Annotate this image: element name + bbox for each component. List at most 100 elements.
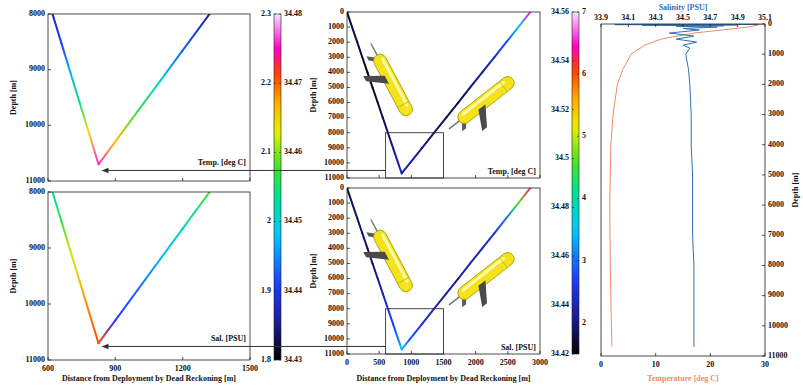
colorbar-tick-label: 34.54 xyxy=(551,56,569,65)
colorbar-tick xyxy=(577,136,579,137)
y-tick-label: 6000 xyxy=(768,200,784,209)
track-segment xyxy=(398,339,402,350)
y-tick-label: 6000 xyxy=(328,273,344,282)
y-tick xyxy=(762,205,765,206)
track-segment xyxy=(357,42,362,57)
y-tick xyxy=(48,192,51,193)
colorbar-tick-label: 2 xyxy=(267,216,271,225)
colorbar-tick-label: 34.42 xyxy=(551,349,569,358)
y-tick-label: 8000 xyxy=(328,128,344,137)
y-tick xyxy=(48,69,51,70)
y-tick xyxy=(347,27,350,28)
x-tick xyxy=(250,357,251,360)
x2-tick-label: 34.3 xyxy=(649,13,663,22)
track-segment xyxy=(183,14,210,50)
profiles xyxy=(610,24,763,347)
glider-illustration xyxy=(352,40,415,125)
glider-wing xyxy=(471,104,498,131)
y-tick xyxy=(347,218,350,219)
track-segment xyxy=(518,188,530,203)
y-tick xyxy=(48,248,51,249)
x-tick-label: 0 xyxy=(599,360,603,369)
colorbar-tick xyxy=(577,198,579,199)
x2-axis-title: Salinity [PSU] xyxy=(659,3,708,12)
track-segment xyxy=(347,12,352,27)
x-tick-label: 600 xyxy=(42,364,54,373)
y-tick xyxy=(762,114,765,115)
y-tick xyxy=(347,354,350,355)
colorbar xyxy=(274,14,281,360)
y-tick-label: 4000 xyxy=(328,67,344,76)
track-segment xyxy=(383,294,388,309)
plot-frame xyxy=(347,12,540,178)
glider-seam xyxy=(398,102,409,108)
track-segment xyxy=(383,118,388,133)
y-tick xyxy=(347,117,350,118)
y-tick-label: 11000 xyxy=(25,176,45,185)
track-segment xyxy=(388,133,393,148)
y-tick xyxy=(347,233,350,234)
track-segment xyxy=(79,102,88,131)
x-tick-label: 3000 xyxy=(532,358,548,367)
colorbar-tick-label: 34.5 xyxy=(555,153,569,162)
colorbar-tick-label: 4 xyxy=(582,193,586,202)
track-segment xyxy=(373,87,378,102)
x-tick xyxy=(182,178,183,181)
x2-tick xyxy=(655,24,656,27)
colorbar-tick xyxy=(279,152,281,153)
y-tick xyxy=(762,174,765,175)
x2-tick-label: 34.5 xyxy=(676,13,690,22)
track-segment xyxy=(506,203,518,218)
track-segment xyxy=(422,309,434,324)
y-tick xyxy=(762,295,765,296)
zoom-arrow xyxy=(108,170,386,171)
y-tick xyxy=(48,14,51,15)
y-tick-label: 5000 xyxy=(328,258,344,267)
track-segment xyxy=(61,43,70,72)
x-tick xyxy=(379,175,380,178)
x-tick xyxy=(115,357,116,360)
y-axis-title: Depth [m] xyxy=(791,172,800,207)
track-segment xyxy=(138,259,160,290)
x2-tick xyxy=(601,24,602,27)
track-segment xyxy=(494,218,506,233)
x-tick xyxy=(601,353,602,356)
y-tick-label: 9000 xyxy=(328,319,344,328)
colorbar-tick-label: 7 xyxy=(582,7,586,16)
y-tick-label: 3000 xyxy=(328,52,344,61)
track-segment xyxy=(160,50,182,80)
x-tick-label: 20 xyxy=(706,360,714,369)
track-segment xyxy=(183,192,210,229)
y-tick xyxy=(48,360,51,361)
x2-tick xyxy=(737,24,738,27)
track-segment xyxy=(470,72,482,87)
y-tick-label: 9000 xyxy=(29,243,45,252)
y-tick-label: 8000 xyxy=(29,9,45,18)
zoom-arrowhead xyxy=(102,344,109,350)
y-tick-label: 3000 xyxy=(768,109,784,118)
x-tick xyxy=(540,175,541,178)
x2-tick-label: 34.9 xyxy=(731,13,745,22)
track-segment xyxy=(494,42,506,57)
x-tick-label: 1200 xyxy=(175,364,191,373)
y-tick xyxy=(347,323,350,324)
track-segment xyxy=(388,309,393,324)
x-axis-title: Distance from Deployment by Dead Reckoni… xyxy=(62,374,236,383)
colorbar-tick-label: 2 xyxy=(582,318,586,327)
track-segment xyxy=(115,290,137,321)
x-tick-label: 500 xyxy=(373,358,385,367)
colorbar-tick-label: 34.52 xyxy=(551,105,569,114)
page: {"chart_data": [ {"type": "line", "ylabe… xyxy=(0,0,803,386)
track-segment xyxy=(482,233,494,248)
y-tick-label: 7000 xyxy=(328,112,344,121)
track-segment xyxy=(410,324,422,339)
colorbar-tick-label: 3 xyxy=(582,256,586,265)
y-axis-title: Depth [m] xyxy=(309,253,318,288)
track-segment xyxy=(398,163,402,174)
track xyxy=(347,12,530,173)
x-axis-title: Temperature [deg C] xyxy=(647,374,719,383)
y-tick-label: 8000 xyxy=(328,304,344,313)
x-tick xyxy=(765,353,766,356)
colorbar-tick xyxy=(572,158,574,159)
colorbar-tick-label: 2.3 xyxy=(261,9,271,18)
